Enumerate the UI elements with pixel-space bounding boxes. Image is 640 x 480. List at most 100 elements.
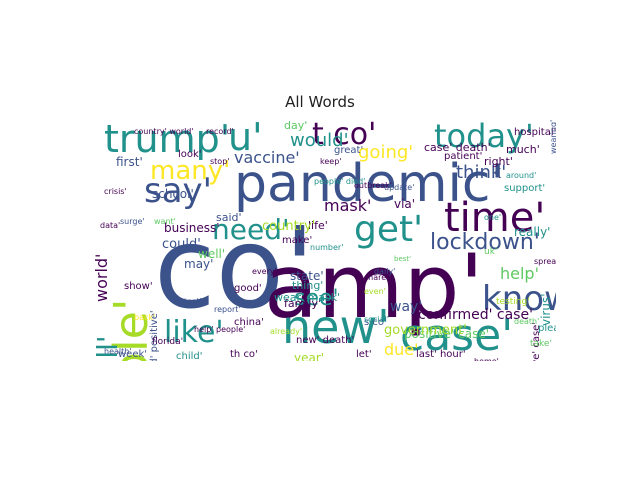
cloud-word: much' <box>506 143 540 156</box>
cloud-word: thing' <box>292 279 324 292</box>
cloud-word: even' <box>364 287 386 296</box>
cloud-word: t co' <box>312 118 377 152</box>
cloud-word: going' <box>358 142 414 163</box>
cloud-word: know' <box>482 279 556 319</box>
cloud-word: day' <box>284 119 308 132</box>
cloud-word: state' <box>290 269 324 283</box>
cloud-word: trump' <box>104 118 231 161</box>
cloud-word: social' <box>364 315 390 324</box>
cloud-word: first' <box>116 155 143 169</box>
cloud-word: country' <box>262 219 316 234</box>
cloud-word: confirmed' case' <box>418 307 533 323</box>
cloud-word: really' <box>514 225 551 239</box>
cloud-word: well' <box>198 247 226 261</box>
cloud-word: lockdown' <box>430 230 540 255</box>
cloud-word: government' <box>384 323 467 338</box>
cloud-word: china' <box>234 317 264 328</box>
cloud-word: stop' <box>210 157 230 166</box>
cloud-word: many' <box>150 156 231 186</box>
cloud-word: patient' <box>444 151 483 162</box>
cloud-word: let' <box>356 349 372 360</box>
cloud-word: need' <box>212 213 290 246</box>
cloud-word: year' <box>294 351 325 361</box>
cloud-word: vaccine' <box>234 148 300 167</box>
cloud-word: pandemic' <box>234 154 505 214</box>
cloud-word: new' <box>282 300 390 354</box>
cloud-word: already' <box>270 327 303 336</box>
cloud-word: mask' <box>324 196 372 215</box>
cloud-word: every' <box>252 267 277 276</box>
cloud-word: world' <box>94 253 111 302</box>
cloud-word: think' <box>456 162 507 183</box>
cloud-word: make' <box>282 235 313 246</box>
cloud-word: help' <box>500 264 539 283</box>
cloud-word: please' <box>538 323 556 334</box>
cloud-word: case' <box>400 310 514 361</box>
cloud-word: home' <box>474 358 499 362</box>
cloud-word: take' <box>530 339 552 349</box>
cloud-word: country' world' <box>134 127 194 136</box>
cloud-word: help' people' <box>194 325 246 334</box>
cloud-word: may' <box>184 257 214 271</box>
cloud-word: via' <box>394 197 416 211</box>
cloud-word: positive' case' <box>404 327 490 341</box>
cloud-word: way' <box>390 299 423 315</box>
cloud-word: death' <box>514 317 540 326</box>
cloud-word: testing' <box>496 297 530 307</box>
cloud-word: back' <box>134 313 156 322</box>
cloud-word: support' <box>504 183 546 194</box>
cloud-word: th co' <box>230 349 258 360</box>
cloud-word: outbreak' <box>354 181 392 190</box>
cloud-word: update' <box>384 183 415 192</box>
cloud-word: florida' <box>152 337 184 347</box>
cloud-word: share' <box>364 273 389 282</box>
cloud-word: number' <box>310 243 344 252</box>
cloud-word: child' <box>176 351 203 362</box>
cloud-word: great' <box>334 145 364 156</box>
cloud-word: see' <box>294 286 339 311</box>
cloud-word: business' <box>164 221 220 235</box>
cloud-word: case' death' <box>424 141 491 154</box>
cloud-word: would' <box>290 130 349 151</box>
cloud-word: surge' <box>120 217 145 226</box>
cloud-word: wear' mask' <box>274 291 341 304</box>
cloud-word: s co' <box>364 317 387 328</box>
cloud-word: uk' <box>484 247 498 257</box>
cloud-word: show' <box>124 281 153 292</box>
cloud-word: good' <box>234 283 262 294</box>
cloud-word: hospital' <box>514 127 556 138</box>
cloud-word: time' <box>444 195 546 241</box>
cloud-word: last' hour' <box>416 349 466 360</box>
cloud-word: want' <box>154 217 176 226</box>
cloud-word: report' <box>214 305 241 314</box>
cloud-word: could' <box>162 237 201 252</box>
cloud-word: say' <box>144 171 213 211</box>
cloud-word: like' <box>164 315 224 350</box>
cloud-word: daily' <box>374 267 396 276</box>
cloud-word: u' <box>228 118 263 159</box>
cloud-word: one' <box>484 213 502 222</box>
cloud-word: new' death' <box>296 335 355 346</box>
cloud-word: look' <box>178 149 202 160</box>
cloud-word: week' <box>118 349 148 360</box>
cloud-word: family' <box>284 297 321 310</box>
cloud-word: amp' <box>264 235 484 338</box>
cloud-word: crisis' <box>104 187 127 196</box>
cloud-word: co' <box>154 204 315 334</box>
cloud-word: said' <box>216 211 242 224</box>
chart-title: All Words <box>285 93 355 111</box>
cloud-word: get' <box>354 209 424 250</box>
cloud-word: best' <box>394 255 412 263</box>
cloud-word: wearing' mask' <box>549 118 556 154</box>
cloud-word: life' <box>308 219 328 232</box>
cloud-word: data' <box>100 221 121 230</box>
cloud-word: health' <box>104 347 132 356</box>
cloud-word: due' <box>384 340 419 359</box>
cloud-word: right' <box>484 155 513 168</box>
cloud-word: school' <box>152 187 194 201</box>
cloud-word: record' <box>206 127 234 136</box>
cloud-word: keep' <box>320 157 342 166</box>
word-cloud: co'amp'pandemic'people'new'case'trump'u'… <box>94 118 556 361</box>
cloud-word: today' <box>434 118 534 155</box>
cloud-word: test' <box>184 297 202 306</box>
